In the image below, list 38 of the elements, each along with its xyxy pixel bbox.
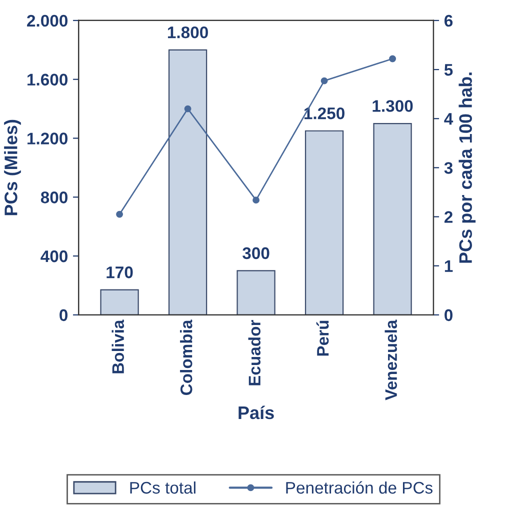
- y2-tick-label: 4: [444, 113, 454, 125]
- bar: [236, 270, 276, 315]
- bar: [304, 130, 344, 315]
- y-tick-label: 1.200: [28, 132, 68, 144]
- y2-tick-label: 5: [444, 64, 453, 76]
- y-tick-label: 1.600: [28, 74, 68, 86]
- y2-tick-label: 1: [444, 260, 453, 272]
- y-tick-label: 400: [40, 250, 68, 262]
- x-tick-label: Ecuador: [248, 320, 261, 386]
- x-tick-label: Perú: [316, 320, 329, 356]
- point: [252, 196, 260, 204]
- data-label: 1.800: [168, 26, 208, 38]
- bar: [373, 122, 412, 315]
- y-tick-label: 2.000: [27, 14, 68, 27]
- bar: [100, 289, 139, 315]
- y-tick-label: 0: [60, 309, 68, 322]
- point: [389, 55, 396, 62]
- y2-tick-label: 6: [444, 14, 453, 27]
- x-tick-label: Colombia: [180, 320, 192, 395]
- data-label: 300: [242, 247, 270, 260]
- legend-label: Penetración de PCs: [286, 481, 432, 494]
- y2-tick-label: 3: [444, 162, 453, 174]
- data-label: 1.300: [372, 100, 413, 112]
- y2-axis-title: PCs por cada 100 hab.: [458, 72, 476, 263]
- bar: [168, 49, 208, 315]
- data-label: 1.250: [304, 107, 344, 120]
- legend-label: PCs total: [130, 481, 196, 494]
- y2-tick-label: 0: [444, 309, 452, 322]
- x-axis-title: País: [238, 406, 274, 420]
- point: [184, 105, 192, 112]
- point: [320, 77, 328, 84]
- y2-tick-label: 2: [444, 211, 453, 223]
- y-axis-title: PCs (Miles): [4, 120, 21, 216]
- point: [116, 210, 124, 218]
- x-tick-label: Bolivia: [112, 320, 124, 374]
- x-tick-label: Venezuela: [384, 320, 398, 400]
- data-label: 170: [106, 266, 133, 278]
- y-tick-label: 800: [40, 192, 68, 204]
